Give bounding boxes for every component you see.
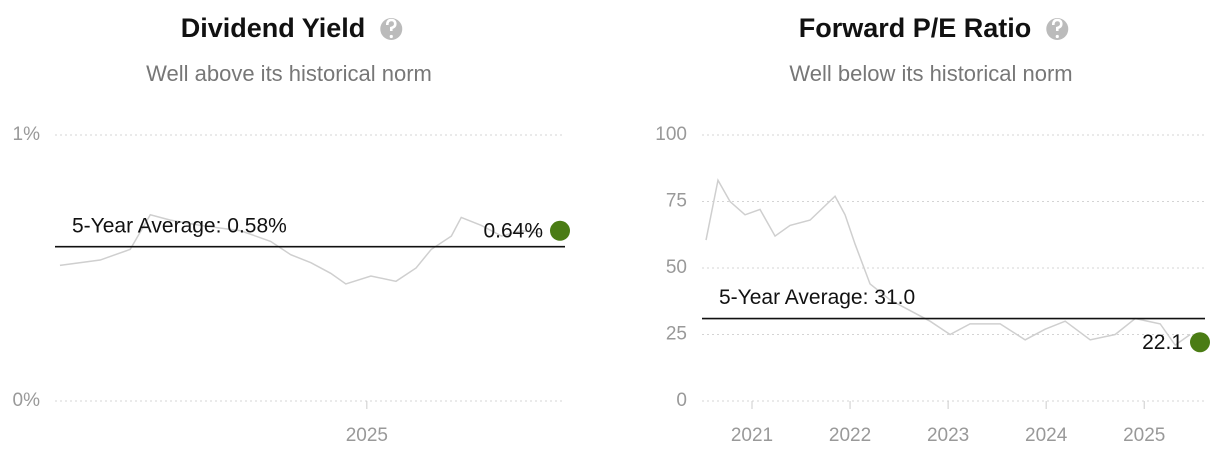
x-tick-label: 2023 [927, 425, 969, 446]
x-tick-label: 2022 [829, 425, 871, 446]
chart-title: Forward P/E Ratio [799, 13, 1032, 43]
current-dot [1190, 332, 1210, 353]
help-glyph [385, 18, 397, 31]
x-tick-label: 2025 [1123, 425, 1165, 446]
y-tick-label: 0 [676, 390, 687, 411]
help-icon[interactable] [1046, 18, 1069, 40]
help-glyph [1051, 18, 1063, 31]
series-line [59, 213, 542, 285]
chart-subtitle: Well below its historical norm [789, 61, 1072, 86]
y-tick-label: 25 [666, 324, 687, 345]
help-icon[interactable] [380, 18, 403, 40]
current-label: 22.1 [1142, 331, 1183, 354]
chart-subtitle: Well above its historical norm [146, 61, 432, 86]
x-tick-label: 2025 [346, 425, 388, 446]
help-dot [1055, 34, 1059, 39]
average-label: 5-Year Average: 0.58% [72, 214, 287, 237]
chart-panel: Forward P/E Ratio Well below its historic… [655, 13, 1210, 446]
help-dot [389, 34, 393, 39]
y-tick-label: 100 [655, 124, 687, 145]
current-dot [550, 220, 570, 241]
y-tick-label: 50 [666, 257, 687, 278]
chart-panel: Dividend Yield Well above its historical … [13, 13, 570, 446]
chart-title: Dividend Yield [181, 13, 366, 43]
series-line [705, 178, 1191, 347]
current-label: 0.64% [483, 219, 543, 242]
x-tick-label: 2024 [1025, 425, 1068, 446]
y-tick-label: 0% [13, 390, 41, 411]
average-label: 5-Year Average: 31.0 [719, 286, 915, 309]
y-tick-label: 75 [666, 191, 687, 212]
y-tick-label: 1% [13, 124, 41, 145]
x-tick-label: 2021 [731, 425, 773, 446]
